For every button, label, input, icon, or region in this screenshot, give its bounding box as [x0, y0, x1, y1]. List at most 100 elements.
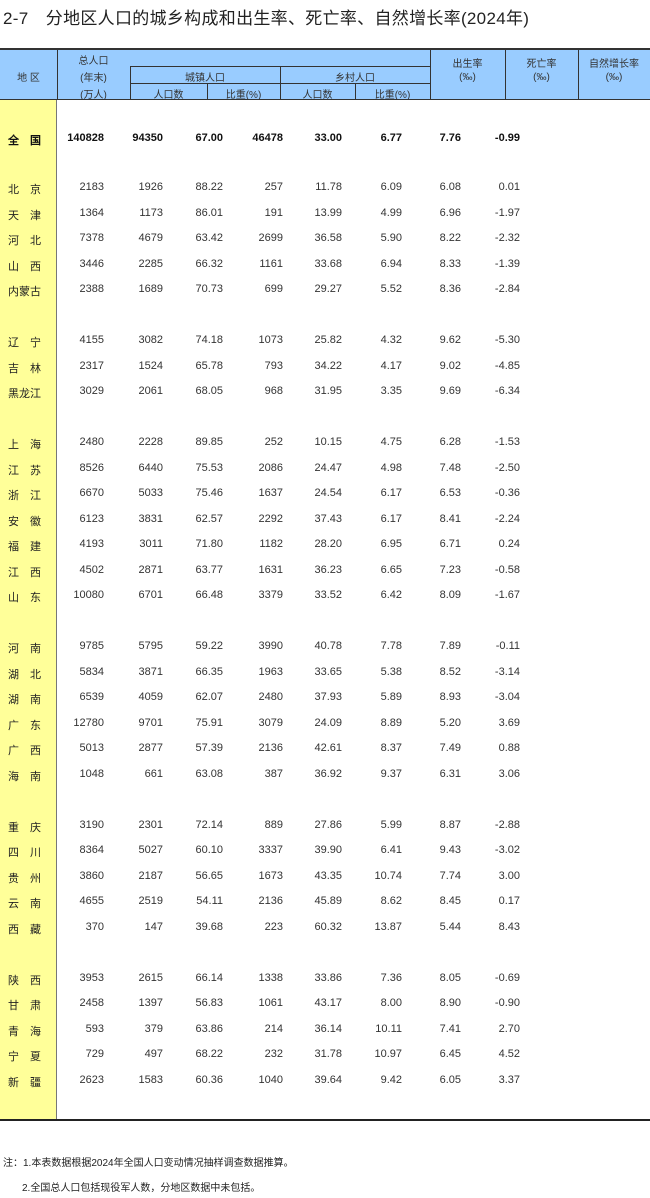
urban-count-cell: 1524 — [138, 360, 163, 372]
urban-count-cell: 3831 — [138, 513, 163, 525]
birth-rate-cell: 6.41 — [380, 844, 402, 856]
natural-growth-rate-cell: 0.01 — [498, 181, 520, 193]
table-row: 贵 州 3860 2187 56.65 1673 43.35 10.74 7.74 3.00 — [0, 870, 650, 888]
urban-share-cell: 54.11 — [196, 895, 223, 907]
natural-growth-rate-cell: -2.84 — [494, 283, 520, 295]
rural-count-cell: 3379 — [258, 589, 283, 601]
total-cell: 593 — [85, 1023, 104, 1035]
death-rate-cell: 6.31 — [439, 768, 461, 780]
rural-count-cell: 968 — [264, 385, 283, 397]
table-row: 江 苏 8526 6440 75.53 2086 24.47 4.98 7.48 -2.50 — [0, 462, 650, 480]
table-row: 新 疆 2623 1583 60.36 1040 39.64 9.42 6.05 3.37 — [0, 1074, 650, 1092]
total-cell: 1048 — [79, 768, 104, 780]
table-bottom-border — [0, 1119, 650, 1121]
urban-count-cell: 497 — [144, 1048, 163, 1060]
region-name: 陕 西 — [8, 975, 41, 987]
birth-rate-cell: 6.09 — [380, 181, 402, 193]
urban-count-cell: 94350 — [132, 132, 163, 144]
rural-count-cell: 214 — [264, 1023, 283, 1035]
birth-rate-cell: 7.36 — [380, 972, 402, 984]
table-row: 内蒙古 2388 1689 70.73 699 29.27 5.52 8.36 -2.84 — [0, 283, 650, 301]
natural-growth-rate-cell: 2.70 — [498, 1023, 520, 1035]
total-cell: 3860 — [79, 870, 104, 882]
region-name: 北 京 — [8, 184, 41, 196]
death-rate-cell: 8.90 — [439, 997, 461, 1009]
natural-growth-rate-cell: -0.11 — [495, 640, 520, 652]
urban-count-cell: 2877 — [138, 742, 163, 754]
total-cell: 3446 — [79, 258, 104, 270]
rural-share-cell: 13.99 — [314, 207, 342, 219]
urban-count-cell: 661 — [144, 768, 163, 780]
urban-share-cell: 66.14 — [195, 972, 223, 984]
death-rate-cell: 8.36 — [439, 283, 461, 295]
region-name: 海 南 — [8, 771, 41, 783]
rural-share-cell: 24.54 — [314, 487, 342, 499]
rural-share-cell: 28.20 — [314, 538, 342, 550]
header-rural-share: 比重(%) — [374, 90, 411, 101]
urban-share-cell: 70.73 — [195, 283, 223, 295]
death-rate-cell: 7.41 — [439, 1023, 461, 1035]
rural-count-cell: 1182 — [259, 538, 283, 550]
birth-rate-cell: 8.89 — [380, 717, 402, 729]
table-title: 2-7 分地区人口的城乡构成和出生率、死亡率、自然增长率(2024年) — [3, 9, 530, 28]
birth-rate-cell: 8.00 — [380, 997, 402, 1009]
birth-rate-cell: 5.38 — [380, 666, 402, 678]
region-name: 安 徽 — [8, 516, 41, 528]
death-rate-cell: 8.93 — [439, 691, 461, 703]
table-row: 云 南 4655 2519 54.11 2136 45.89 8.62 8.45 0.17 — [0, 895, 650, 913]
death-rate-cell: 7.48 — [439, 462, 461, 474]
rural-count-cell: 1631 — [258, 564, 283, 576]
urban-share-cell: 60.10 — [195, 844, 223, 856]
birth-rate-cell: 6.17 — [380, 487, 402, 499]
urban-share-cell: 56.65 — [195, 870, 223, 882]
death-rate-cell: 5.20 — [439, 717, 461, 729]
natural-growth-rate-cell: -1.53 — [494, 436, 520, 448]
total-cell: 2480 — [79, 436, 104, 448]
natural-growth-rate-cell: -2.50 — [494, 462, 520, 474]
rural-count-cell: 1338 — [258, 972, 283, 984]
urban-count-cell: 3082 — [138, 334, 163, 346]
birth-rate-cell: 6.42 — [380, 589, 402, 601]
rural-count-cell: 2136 — [258, 895, 283, 907]
divider — [578, 50, 579, 100]
region-name: 广 东 — [8, 720, 41, 732]
urban-share-cell: 66.48 — [195, 589, 223, 601]
urban-share-cell: 71.80 — [195, 538, 223, 550]
total-cell: 3953 — [79, 972, 104, 984]
rural-count-cell: 46478 — [252, 132, 283, 144]
region-name: 青 海 — [8, 1026, 41, 1038]
rural-count-cell: 1073 — [258, 334, 283, 346]
table-row: 吉 林 2317 1524 65.78 793 34.22 4.17 9.02 -4.85 — [0, 360, 650, 378]
rural-share-cell: 36.14 — [314, 1023, 342, 1035]
urban-count-cell: 2301 — [138, 819, 163, 831]
region-name: 西 藏 — [8, 924, 41, 936]
rural-share-cell: 36.23 — [314, 564, 342, 576]
urban-share-cell: 68.05 — [195, 385, 223, 397]
urban-share-cell: 63.08 — [195, 768, 223, 780]
note-1: 注：1.本表数据根据2024年全国人口变动情况抽样调查数据推算。 — [3, 1158, 294, 1169]
urban-share-cell: 63.42 — [195, 232, 223, 244]
birth-rate-cell: 13.87 — [374, 921, 402, 933]
header-natural: 自然增长率 — [589, 59, 639, 70]
header-urban: 城镇人口 — [185, 73, 225, 84]
urban-share-cell: 75.46 — [195, 487, 223, 499]
table-row: 北 京 2183 1926 88.22 257 11.78 6.09 6.08 0.01 — [0, 181, 650, 199]
natural-growth-rate-cell: -0.58 — [494, 564, 520, 576]
header-death: 死亡率 — [526, 59, 557, 70]
natural-growth-rate-cell: -3.04 — [494, 691, 520, 703]
urban-count-cell: 2871 — [138, 564, 163, 576]
urban-share-cell: 57.39 — [195, 742, 223, 754]
urban-share-cell: 86.01 — [195, 207, 223, 219]
death-rate-cell: 8.09 — [439, 589, 461, 601]
death-rate-cell: 7.76 — [439, 132, 461, 144]
death-rate-cell: 7.49 — [439, 742, 461, 754]
note-2: 2.全国总人口包括现役军人数，分地区数据中未包括。 — [22, 1183, 261, 1194]
natural-growth-rate-cell: 0.17 — [498, 895, 520, 907]
urban-count-cell: 1397 — [138, 997, 163, 1009]
rural-count-cell: 2292 — [258, 513, 283, 525]
divider — [130, 83, 430, 84]
table-header: 地 区 总人口 (年末) (万人) 城镇人口 乡村人口 人口数 比重(%) 人口… — [0, 48, 650, 101]
natural-growth-rate-cell: -0.90 — [494, 997, 520, 1009]
divider — [355, 83, 356, 100]
